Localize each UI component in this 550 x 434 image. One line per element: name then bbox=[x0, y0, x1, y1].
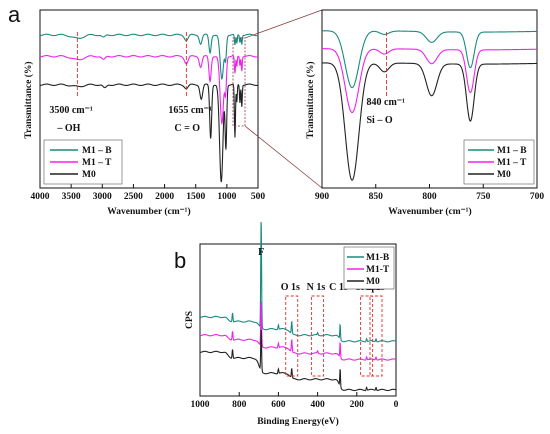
x-tick-label: 1500 bbox=[186, 192, 205, 202]
band-annotation-label: 1655 cm⁻¹ bbox=[168, 105, 212, 116]
x-tick-label: 600 bbox=[271, 400, 286, 410]
x-tick-label: 1000 bbox=[217, 192, 236, 202]
ftir-full-chart: Transmittance (%) Wavenumber (cm⁻¹) 4000… bbox=[23, 9, 266, 217]
legend-label-m1t: M1 – T bbox=[497, 158, 527, 168]
band-annotation-label: 840 cm⁻¹ bbox=[367, 97, 406, 108]
legend-label-m1t: M1 – T bbox=[82, 158, 112, 168]
x-tick-label: 3000 bbox=[93, 192, 112, 202]
band-annotation-group: C = O bbox=[174, 123, 200, 134]
series-line-m0 bbox=[322, 62, 537, 181]
xps-peak-region-box bbox=[285, 295, 299, 377]
band-annotation-group: Si – O bbox=[367, 115, 393, 126]
xps-peak-region-box bbox=[311, 295, 325, 377]
x-tick-label: 500 bbox=[251, 192, 266, 202]
legend-label-m0: M0 bbox=[497, 170, 511, 180]
series-line-m1-t bbox=[322, 48, 537, 114]
xps-xlabel: Binding Energy(eV) bbox=[257, 416, 339, 427]
legend-label-m1t: M1-T bbox=[366, 265, 390, 275]
xps-legend bbox=[343, 246, 395, 290]
x-tick-label: 1000 bbox=[191, 400, 210, 410]
xps-peak-region-box bbox=[369, 295, 383, 377]
x-tick-label: 800 bbox=[422, 192, 437, 202]
zoom-connector-top bbox=[244, 9, 323, 39]
legend-label-m1b: M1 – B bbox=[497, 146, 527, 156]
zoom-connector-bottom bbox=[244, 125, 323, 189]
x-tick-label: 800 bbox=[232, 400, 247, 410]
x-tick-label: 700 bbox=[530, 192, 545, 202]
series-line-m0 bbox=[199, 329, 397, 392]
band-annotation-label: 3500 cm⁻¹ bbox=[49, 105, 93, 116]
band-annotation-group: – OH bbox=[56, 123, 80, 134]
ftir-zoom-chart: Transmittance (%) Wavenumber (cm⁻¹) 900 8… bbox=[305, 9, 545, 217]
legend-label-m1b: M1-B bbox=[366, 253, 390, 263]
x-tick-label: 850 bbox=[369, 192, 384, 202]
series-line-m0 bbox=[39, 83, 259, 183]
xps-peak-label: C 1s bbox=[329, 282, 348, 293]
series-line-m1-t bbox=[199, 301, 397, 361]
ftir-full-legend bbox=[43, 139, 123, 185]
x-tick-label: 900 bbox=[315, 192, 330, 202]
xps-survey-chart: CPS Binding Energy(eV) 1000 800 600 400 200 0… bbox=[185, 222, 399, 427]
ftir-full-xlabel: Wavenumber (cm⁻¹) bbox=[107, 206, 190, 217]
x-tick-label: 3500 bbox=[62, 192, 81, 202]
ftir-zoom-ylabel: Transmittance (%) bbox=[305, 61, 316, 138]
xps-ylabel: CPS bbox=[185, 311, 195, 329]
x-tick-label: 2000 bbox=[155, 192, 174, 202]
legend-label-m0: M0 bbox=[82, 170, 96, 180]
panel-letter-a: a bbox=[8, 2, 21, 27]
xps-peak-region-box bbox=[360, 295, 374, 377]
series-line-m1-t bbox=[39, 55, 259, 126]
ftir-full-ylabel: Transmittance (%) bbox=[23, 61, 34, 138]
x-tick-label: 4000 bbox=[31, 192, 50, 202]
x-tick-label: 0 bbox=[394, 400, 399, 410]
legend-label-m1b: M1 – B bbox=[82, 146, 112, 156]
xps-frame bbox=[199, 243, 397, 397]
ftir-zoom-xlabel: Wavenumber (cm⁻¹) bbox=[388, 206, 471, 217]
panel-letter-b: b bbox=[174, 248, 186, 273]
series-line-m1-b bbox=[322, 30, 537, 89]
x-tick-label: 200 bbox=[350, 400, 365, 410]
x-tick-label: 400 bbox=[310, 400, 325, 410]
xps-peak-label: N 1s bbox=[307, 282, 326, 293]
xps-peak-label: F bbox=[258, 247, 264, 258]
zoom-region-box bbox=[232, 37, 246, 127]
x-tick-label: 2500 bbox=[124, 192, 143, 202]
ftir-full-frame bbox=[39, 9, 259, 189]
x-tick-label: 750 bbox=[476, 192, 491, 202]
legend-label-m0: M0 bbox=[366, 277, 380, 287]
series-line-m1-b bbox=[39, 33, 259, 81]
xps-peak-label: O 1s bbox=[281, 282, 300, 293]
